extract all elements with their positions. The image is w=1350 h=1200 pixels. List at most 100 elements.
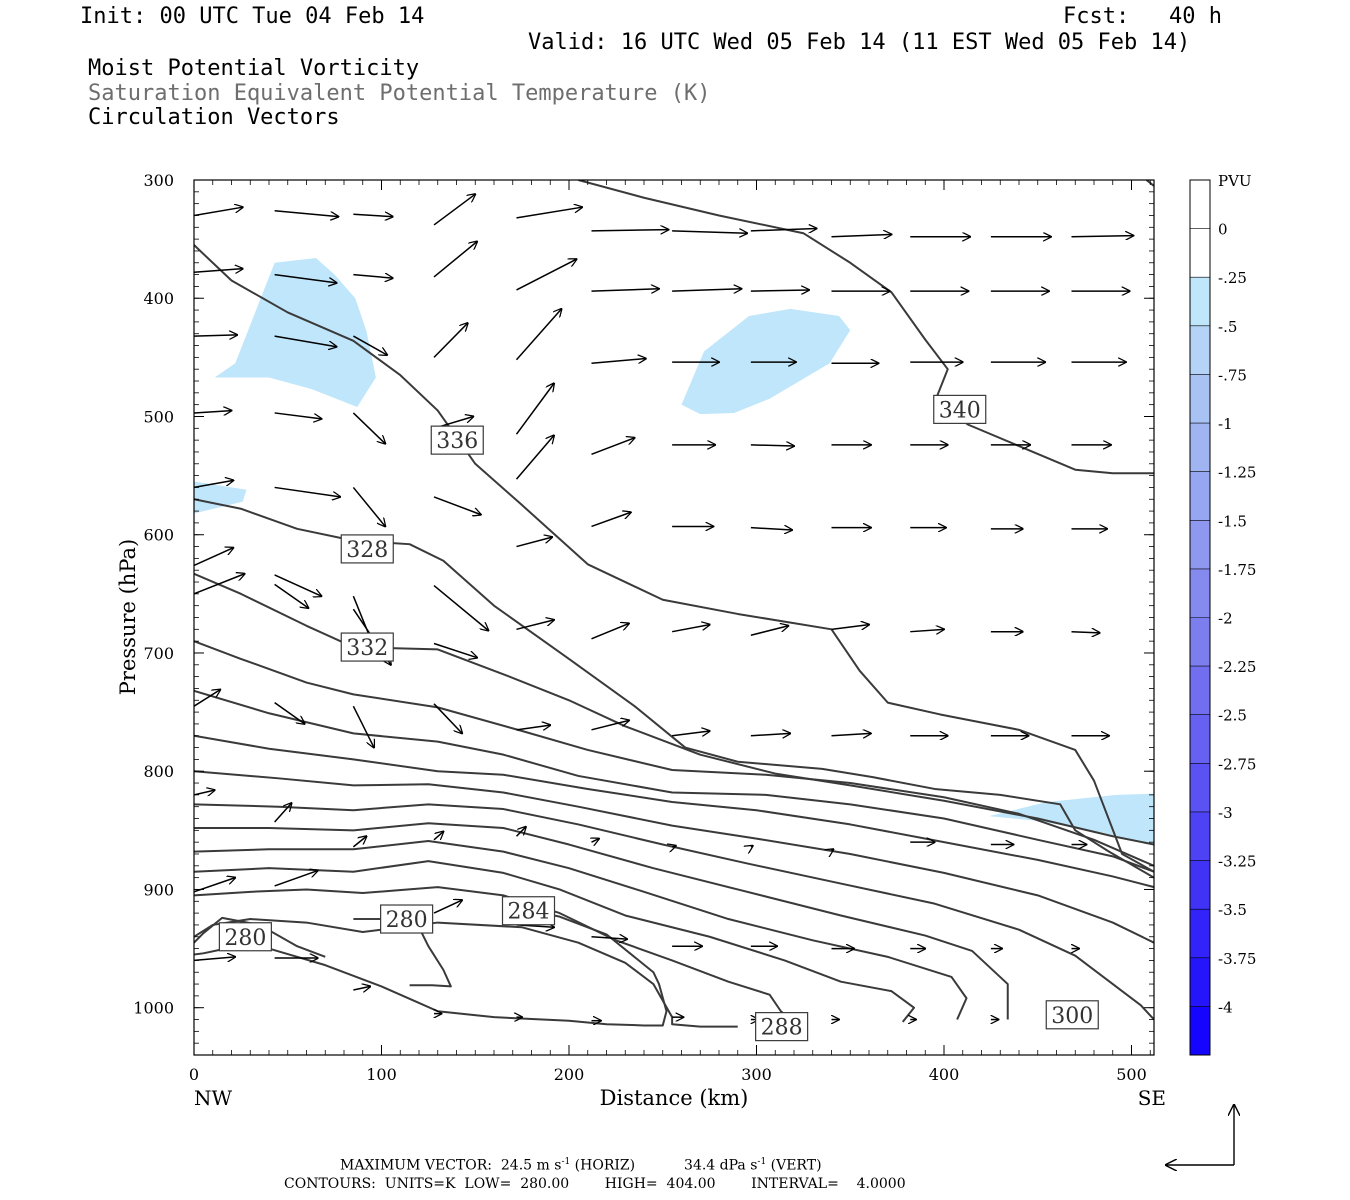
axes: 0 100 200 300 400 500 300 400 500 600 700 800 900 100… bbox=[133, 171, 1154, 1084]
vector-44 bbox=[433, 496, 481, 515]
contour-324-13 bbox=[194, 572, 1154, 846]
vector-94 bbox=[592, 839, 600, 843]
y-tick-label: 300 bbox=[143, 171, 174, 190]
pv-region-0 bbox=[214, 258, 376, 408]
valid-time: Valid: 16 UTC Wed 05 Feb 14 (11 EST Wed … bbox=[528, 30, 1191, 55]
contour-label-box bbox=[501, 896, 556, 926]
vector-54 bbox=[274, 574, 322, 596]
forecast-hour: Fcst: 40 h bbox=[1063, 5, 1222, 29]
vector-1 bbox=[274, 209, 339, 217]
horiz-tag: (HORIZ) bbox=[574, 1157, 636, 1174]
contour-label-box bbox=[755, 1012, 809, 1042]
contours-info: CONTOURS: UNITS=K LOW= 280.00 HIGH= 404.… bbox=[284, 1176, 906, 1192]
colorbar-swatch bbox=[1190, 471, 1210, 521]
colorbar-swatch bbox=[1190, 423, 1210, 472]
contour-label-box bbox=[1045, 1000, 1099, 1030]
vector-43 bbox=[352, 486, 385, 526]
vector-91 bbox=[352, 836, 366, 848]
horiz-exp: -1 bbox=[561, 1157, 571, 1167]
vector-77 bbox=[194, 690, 220, 707]
vector-23 bbox=[672, 289, 741, 291]
colorbar-label: -2.75 bbox=[1218, 755, 1256, 773]
y-tick-label: 500 bbox=[143, 407, 174, 426]
pv-region-3 bbox=[989, 793, 1154, 845]
contour-label-box bbox=[340, 534, 394, 564]
vector-113 bbox=[194, 957, 235, 961]
colorbar-swatch bbox=[1190, 277, 1210, 326]
vector-90 bbox=[274, 803, 292, 823]
vector-20 bbox=[433, 323, 468, 358]
colorbar-swatch bbox=[1190, 714, 1210, 764]
colorbar-label: -4 bbox=[1218, 998, 1233, 1016]
vector-21 bbox=[515, 309, 562, 361]
vector-31 bbox=[352, 412, 385, 444]
contour-label-280: 280 bbox=[380, 904, 434, 934]
colorbar-swatch bbox=[1190, 957, 1210, 1007]
colorbar-swatch bbox=[1190, 520, 1210, 569]
contour-296-5 bbox=[194, 860, 915, 1023]
vector-5 bbox=[194, 269, 243, 273]
colorbar-swatch bbox=[1190, 325, 1210, 375]
vector-102 bbox=[274, 871, 318, 887]
vector-8 bbox=[433, 241, 477, 278]
y-tick-label: 800 bbox=[143, 762, 174, 781]
pv-colorbar: 0 -.25 -.5 -.75 -1 -1.25 -1.5 -1.75 -2 -2.25 -2.5 -… bbox=[1189, 179, 1256, 1056]
colorbar-swatch bbox=[1190, 617, 1210, 667]
vector-18 bbox=[274, 335, 337, 347]
contour-320-11 bbox=[194, 689, 1154, 873]
contour-label-text: 336 bbox=[436, 429, 478, 454]
vector-12 bbox=[750, 228, 817, 230]
vector-56 bbox=[433, 584, 488, 631]
vector-95 bbox=[672, 846, 676, 847]
vector-22 bbox=[591, 289, 660, 291]
colorbar-swatch bbox=[1190, 763, 1210, 812]
vector-89 bbox=[194, 790, 215, 795]
init-time: Init: 00 UTC Tue 04 Feb 14 bbox=[80, 4, 425, 29]
vector-24 bbox=[750, 290, 809, 291]
vector-65 bbox=[194, 574, 245, 595]
contour-label-box bbox=[340, 632, 394, 662]
colorbar-title: PVU bbox=[1218, 172, 1252, 190]
colorbar-label: -3 bbox=[1218, 804, 1233, 822]
pv-region-1 bbox=[194, 481, 247, 514]
vector-78 bbox=[274, 702, 305, 724]
colorbar-swatch bbox=[1190, 180, 1210, 229]
fcst-value: 40 h bbox=[1168, 4, 1222, 29]
contour-300-6 bbox=[194, 839, 968, 1020]
contour-label-328: 328 bbox=[340, 534, 394, 564]
vector-42 bbox=[274, 486, 341, 496]
vector-45 bbox=[515, 435, 555, 480]
vector-2 bbox=[353, 214, 392, 216]
field-title-theta-es: Saturation Equivalent Potential Temperat… bbox=[88, 81, 711, 106]
vector-79 bbox=[352, 705, 374, 747]
contour-316-10 bbox=[194, 734, 1154, 889]
vector-80 bbox=[433, 703, 462, 734]
colorbar-label: -1 bbox=[1218, 415, 1233, 433]
max-vector-line: MAXIMUM VECTOR: 24.5 m s-1 (HORIZ) 34.4 … bbox=[340, 1157, 822, 1174]
contour-label-text: 280 bbox=[224, 926, 266, 951]
colorbar-label: -2.25 bbox=[1218, 658, 1256, 676]
x-tick-label: 400 bbox=[929, 1065, 960, 1084]
max-vector-label: MAXIMUM VECTOR: bbox=[340, 1157, 492, 1174]
contour-label-text: 288 bbox=[761, 1016, 803, 1041]
vector-19 bbox=[353, 335, 387, 355]
vector-70 bbox=[591, 623, 630, 640]
colorbar-swatch bbox=[1190, 860, 1210, 910]
vector-76 bbox=[1071, 632, 1100, 633]
x-axis-label: Distance (km) bbox=[600, 1086, 749, 1110]
contour-312-9 bbox=[194, 770, 1154, 944]
field-title-mpv: Moist Potential Vorticity bbox=[88, 56, 420, 81]
colorbar-swatch bbox=[1190, 666, 1210, 715]
contour-label-300: 300 bbox=[1045, 1000, 1099, 1030]
vector-11 bbox=[672, 231, 747, 233]
contour-label-text: 332 bbox=[346, 636, 388, 661]
vector-4 bbox=[516, 207, 583, 219]
colorbar-label: -.75 bbox=[1218, 366, 1247, 384]
colorbar-label: -.25 bbox=[1218, 269, 1247, 287]
vector-58 bbox=[591, 512, 631, 528]
x-tick-label: 100 bbox=[366, 1065, 397, 1084]
colorbar-label: -3.25 bbox=[1218, 853, 1256, 871]
contour-328-14 bbox=[194, 498, 1154, 879]
vector-16 bbox=[1071, 236, 1134, 237]
